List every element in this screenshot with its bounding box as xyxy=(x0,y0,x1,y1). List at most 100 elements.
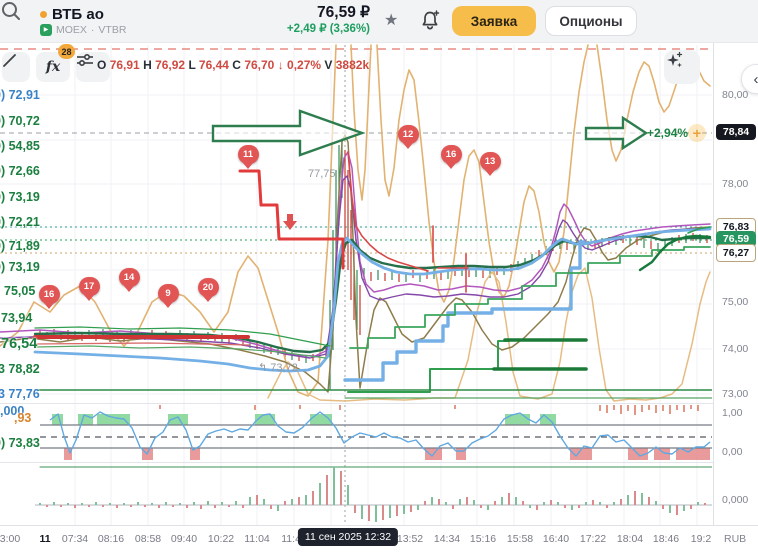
macd-bar xyxy=(557,502,559,505)
macd-bar xyxy=(172,505,174,507)
price-badge-outline: 76,27 xyxy=(716,244,756,262)
macd-bar xyxy=(676,505,678,515)
price-block: 76,59 ₽ +2,49 ₽ (3,36%) xyxy=(255,4,370,36)
indicator-line xyxy=(34,342,251,346)
price-axis-label: 78,00 xyxy=(722,178,749,190)
indicator-line xyxy=(347,151,429,272)
macd-bar xyxy=(305,495,307,505)
green-arrow-drawing[interactable] xyxy=(584,115,649,151)
settings-button[interactable] xyxy=(76,52,110,82)
separator: · xyxy=(90,24,95,37)
macd-bar xyxy=(438,499,440,505)
indicator-line xyxy=(343,240,586,382)
rsi-overbought-fill xyxy=(168,414,188,425)
macd-bar xyxy=(571,505,573,510)
macd-bar xyxy=(403,505,405,514)
green-arrow-drawing[interactable] xyxy=(211,109,366,157)
rsi-oversold-fill xyxy=(456,448,466,460)
peak-price-label: 77,75 ↓ xyxy=(308,168,345,180)
macd-bar xyxy=(193,502,195,505)
time-axis-label: 17:22 xyxy=(579,533,607,545)
macd-bar xyxy=(550,500,552,505)
macd-bar xyxy=(627,495,629,505)
idea-marker-pin[interactable]: 12 xyxy=(397,125,419,144)
macd-bar xyxy=(515,497,517,505)
time-axis-label: 3:00 xyxy=(0,533,21,545)
macd-bar xyxy=(116,505,118,508)
pane-divider[interactable] xyxy=(0,403,713,404)
macd-bar xyxy=(207,501,209,505)
indicator-value-label: 0) 71,89 xyxy=(0,239,40,253)
options-button[interactable]: Опционы xyxy=(545,6,637,36)
time-axis-label: 08:58 xyxy=(134,533,162,545)
time-axis-label: 11:04 xyxy=(244,533,270,545)
pane-divider[interactable] xyxy=(0,462,713,463)
macd-bar xyxy=(333,467,335,505)
macd-bar xyxy=(452,505,454,509)
time-axis-label: 08:16 xyxy=(97,533,125,545)
indicator-line xyxy=(0,175,711,359)
indicator-line xyxy=(238,169,345,270)
macd-bar xyxy=(480,505,482,508)
macd-bar xyxy=(347,485,349,505)
macd-bar xyxy=(697,502,699,505)
macd-bar xyxy=(123,503,125,505)
indicator-value-label: 0) 73,83 xyxy=(0,436,40,450)
favorite-star-icon[interactable]: ★ xyxy=(384,12,399,29)
add-annotation-button[interactable]: + xyxy=(688,124,706,142)
macd-bar xyxy=(487,505,489,510)
time-axis-label: 11 xyxy=(39,533,51,545)
macd-bar xyxy=(529,505,531,508)
search-button[interactable] xyxy=(0,0,40,42)
idea-marker-pin[interactable]: 16 xyxy=(38,285,60,304)
idea-marker-pin[interactable]: 14 xyxy=(118,268,140,287)
indicator-line xyxy=(0,44,337,397)
rsi-overbought-fill xyxy=(505,414,530,425)
indicator-line xyxy=(350,44,372,201)
macd-bar xyxy=(109,503,111,505)
search-icon xyxy=(2,2,20,20)
macd-bar xyxy=(354,505,356,513)
exchange-label: MOEX xyxy=(56,24,87,37)
macd-bar xyxy=(228,505,230,507)
bell-icon xyxy=(422,10,440,30)
macd-bar xyxy=(102,505,104,507)
indicator-line xyxy=(34,326,331,347)
indicator-value-label: 76,54 xyxy=(1,336,38,352)
macd-bar xyxy=(200,505,202,509)
indicator-value-label: ,93 xyxy=(14,411,32,425)
price-axis[interactable]: 80,00 78,00 75,00 74,00 73,00 1,00 0,00 0,000 78… xyxy=(713,42,758,525)
indicator-line xyxy=(347,340,510,393)
price-chart[interactable] xyxy=(0,0,712,553)
idea-marker-pin[interactable]: 11 xyxy=(237,145,259,164)
order-button[interactable]: Заявка xyxy=(452,6,536,36)
ai-assistant-button[interactable] xyxy=(664,50,700,84)
macd-bar xyxy=(655,501,657,505)
idea-marker-pin[interactable]: 13 xyxy=(479,152,501,171)
macd-bar xyxy=(74,505,76,508)
draw-tool-button[interactable] xyxy=(2,52,30,82)
symbol-block[interactable]: ВТБ ао ▶ MOEX · VTBR xyxy=(40,5,126,37)
macd-bar xyxy=(298,497,300,505)
idea-marker-pin[interactable]: 17 xyxy=(78,277,100,296)
price-axis-label: 1,00 xyxy=(722,407,743,419)
macd-bar xyxy=(641,493,643,505)
time-axis-label: 15:16 xyxy=(469,533,497,545)
macd-bar xyxy=(396,505,398,516)
time-axis-label: 07:34 xyxy=(61,533,89,545)
indicator-value-label: 3 77,76 xyxy=(0,387,40,401)
macd-bar xyxy=(88,505,90,507)
indicator-line xyxy=(687,226,711,234)
price-axis-label: 0,000 xyxy=(722,494,749,506)
indicator-value-label: 3 78,82 xyxy=(0,362,40,376)
crosshair-date-tooltip: 11 сен 2025 12:32 xyxy=(297,528,399,546)
idea-marker-pin[interactable]: 16 xyxy=(440,145,462,164)
time-axis-label: 19:2 xyxy=(690,533,712,545)
idea-marker-pin[interactable]: 20 xyxy=(197,278,219,297)
indicator-value-label: 0) 72,21 xyxy=(0,215,40,229)
price-badge-black: 78,84 xyxy=(716,124,756,140)
symbol-name: ВТБ ао xyxy=(52,5,104,23)
price-axis-label: 73,00 xyxy=(722,388,749,400)
idea-marker-pin[interactable]: 9 xyxy=(157,284,179,303)
axis-currency-label: RUB xyxy=(724,533,747,545)
